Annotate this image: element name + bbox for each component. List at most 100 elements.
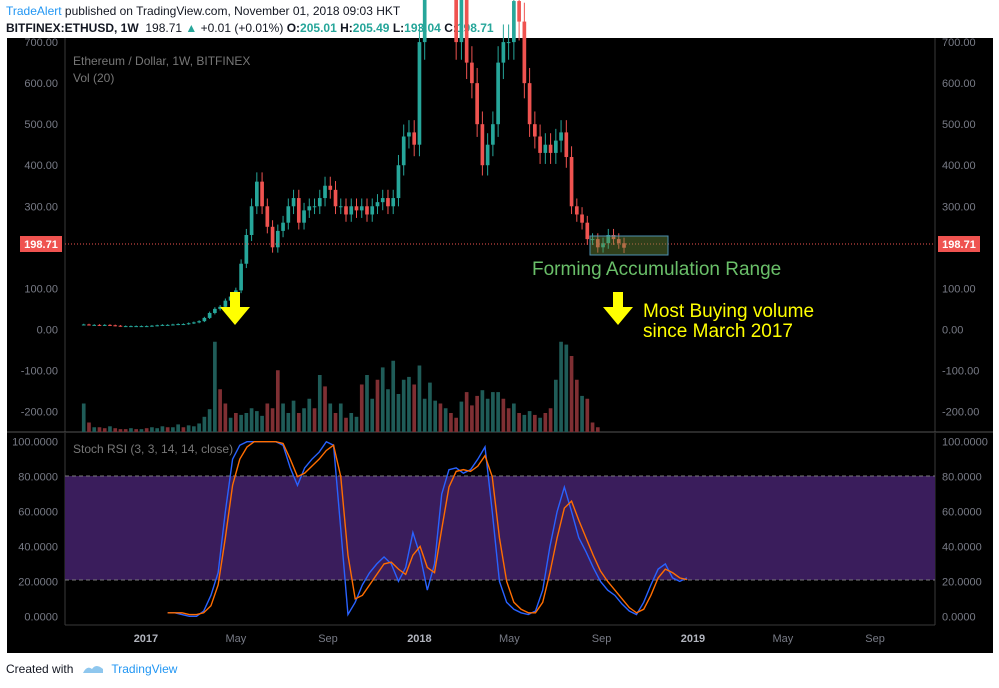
volume-bar [223, 403, 228, 432]
volume-bar [192, 426, 196, 432]
time-axis-labels[interactable]: 2017 May Sep 2018 May Sep 2019 May Sep [134, 633, 885, 645]
price-axis-tick: 0.00 [37, 324, 58, 336]
volume-bar [401, 379, 406, 432]
volume-bar [595, 427, 600, 432]
candle-body [559, 132, 563, 141]
stoch-axis-tick: 40.0000 [18, 541, 58, 553]
candle-body [616, 239, 621, 244]
candle-body [407, 132, 411, 137]
volume-bar [197, 423, 201, 432]
time-axis-tick: 2017 [134, 633, 158, 645]
price-axis-tick: 0.00 [942, 324, 963, 336]
volume-legend: Vol (20) [73, 71, 114, 85]
volume-bar [134, 429, 139, 432]
price-axis-labels[interactable]: 700.00 700.00 600.00 600.00 500.00 500.00 400.… [21, 37, 980, 418]
author-link[interactable]: TradeAlert [6, 4, 62, 18]
stoch-axis-tick: 20.0000 [18, 576, 58, 588]
price-axis-tick: 300.00 [942, 201, 976, 213]
candle-body [239, 263, 243, 291]
candle-body [139, 326, 144, 328]
volume-bar [564, 344, 569, 432]
arrow-down-icon [220, 292, 250, 325]
volume-bar [380, 367, 385, 432]
candle-body [129, 326, 133, 328]
volume-bar [207, 409, 212, 432]
candle-body [412, 132, 417, 145]
candle-body [622, 243, 626, 248]
volume-bar [527, 411, 532, 432]
candle-body [302, 210, 306, 223]
volume-bar [501, 398, 506, 432]
candle-body [601, 243, 605, 248]
stoch-axis-tick: 60.0000 [18, 507, 58, 519]
volume-bar [181, 427, 186, 432]
candle-body [386, 198, 390, 207]
volume-bar [585, 398, 590, 432]
volume-bar [102, 428, 107, 432]
candle-body [265, 206, 270, 227]
stoch-axis-tick: 0.0000 [24, 611, 58, 623]
publish-info: TradeAlert published on TradingView.com,… [6, 4, 400, 18]
volume-bar [391, 360, 396, 432]
volume-bar [438, 403, 443, 432]
tradingview-link[interactable]: TradingView [111, 662, 178, 676]
volume-bar [464, 392, 469, 432]
volume-bar [396, 394, 401, 432]
candle-body [207, 312, 212, 318]
candle-body [234, 290, 238, 297]
candle-body [564, 132, 569, 158]
volume-bar [506, 408, 511, 432]
candle-body [365, 206, 369, 215]
candle-body [223, 300, 228, 307]
stoch-k-line [167, 440, 688, 617]
volume-bar [234, 413, 238, 432]
candle-body [181, 324, 186, 326]
candle-body [81, 324, 86, 326]
volume-bar [580, 395, 584, 432]
candle-body [328, 185, 333, 190]
candle-body [375, 202, 380, 207]
price-axis-tick: 700.00 [24, 37, 58, 49]
volume-bar [485, 398, 490, 432]
tradingview-logo-icon [83, 666, 104, 673]
volume-bar [323, 386, 327, 432]
stoch-axis-labels[interactable]: 100.0000 100.0000 80.0000 80.0000 60.0000 60.… [12, 437, 988, 624]
stoch-overbought-band [65, 476, 935, 580]
accumulation-range-box [589, 235, 669, 256]
volume-bar [312, 408, 317, 432]
candle-body [517, 1, 521, 22]
volume-bar [265, 403, 270, 432]
price-axis-tick: -200.00 [21, 406, 58, 418]
price-axis-tick: 200.00 [942, 242, 976, 254]
volume-bar [97, 427, 102, 432]
volume-bar [291, 400, 296, 432]
candle-body [192, 322, 196, 324]
volume-bar [129, 428, 133, 432]
candle-body [218, 306, 222, 309]
volume-bar [113, 428, 118, 432]
volume-bar [260, 415, 264, 432]
volume-bar [459, 401, 464, 432]
time-axis-tick: May [499, 633, 520, 645]
stoch-axis-tick: 100.0000 [942, 437, 988, 449]
volume-bar [160, 426, 165, 432]
candle-body [485, 144, 490, 166]
volume-bar [569, 356, 574, 432]
candle-body [370, 206, 375, 215]
time-axis-tick: Sep [865, 633, 885, 645]
volume-bar [354, 416, 359, 432]
candle-body [496, 62, 500, 125]
volume-bar [365, 375, 369, 432]
volume-bar [553, 379, 558, 432]
volume-bar [574, 379, 579, 432]
candle-body [470, 62, 474, 84]
candle-body [533, 124, 537, 137]
candle-body [359, 206, 364, 211]
candle-body [254, 181, 259, 207]
candle-body [354, 206, 359, 211]
open-value: 205.01 [300, 21, 337, 35]
volume-bar [328, 403, 333, 432]
price-axis-tick: 400.00 [24, 160, 58, 172]
main-legend-title: Ethereum / Dollar, 1W, BITFINEX [73, 54, 250, 68]
